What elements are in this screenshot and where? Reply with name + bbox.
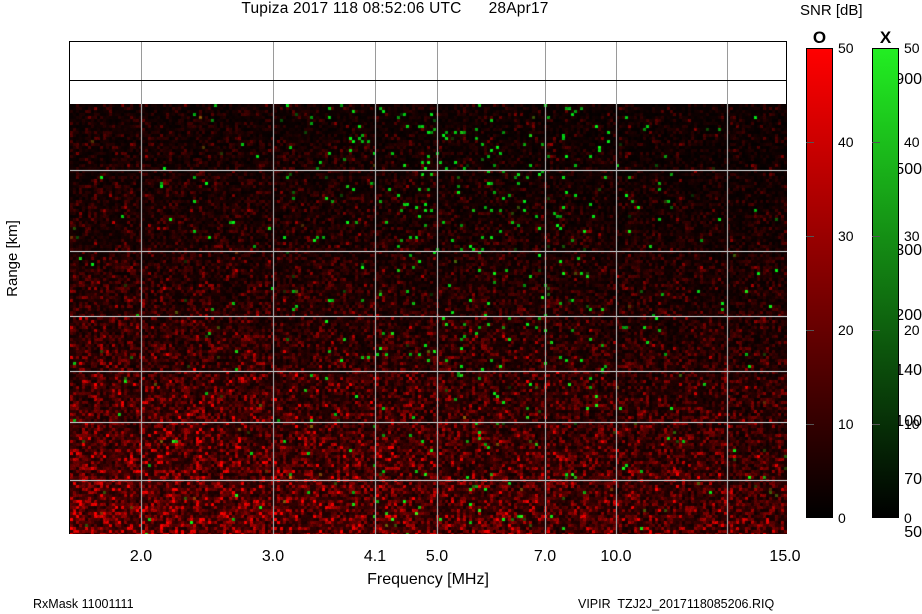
colorbar-x-tick-0: 0 — [904, 510, 912, 526]
colorbar-o-label: O — [812, 28, 827, 47]
colorbar-x-tick-20: 20 — [904, 322, 920, 338]
colorbar-o-dash — [806, 424, 814, 425]
colorbar-o-tick-10: 10 — [838, 416, 854, 432]
ytick-50: 50 — [904, 524, 922, 541]
gridline-horizontal — [70, 480, 787, 481]
rxmask-text: RxMask 11001111 — [33, 597, 134, 611]
colorbar-x-dash — [872, 424, 880, 425]
ytick-100: 100 — [895, 413, 922, 430]
colorbar-x-dash — [872, 142, 880, 143]
ytick-500: 500 — [895, 161, 922, 178]
colorbar-x-label: X — [879, 28, 892, 47]
colorbar-o-tick-20: 20 — [838, 322, 854, 338]
xtick-4.1: 4.1 — [363, 548, 387, 565]
gridline-horizontal — [70, 251, 787, 252]
gridline-vertical — [375, 42, 376, 534]
gridline-horizontal — [70, 371, 787, 372]
xtick-2.0: 2.0 — [129, 548, 153, 565]
colorbar-o-tick-40: 40 — [838, 134, 854, 150]
colorbar-x-tick-10: 10 — [904, 416, 920, 432]
colorbar-x-dash — [872, 236, 880, 237]
colorbar-title: SNR [dB] — [800, 2, 863, 19]
xtick-5.0: 5.0 — [425, 548, 449, 565]
file-info-text: VIPIR TZJ2J_2017118085206.RIQ — [578, 597, 775, 611]
page-title: Tupiza 2017 118 08:52:06 UTC 28Apr17 — [241, 0, 549, 17]
ytick-300: 300 — [895, 242, 922, 259]
colorbar-x-tick-30: 30 — [904, 228, 920, 244]
colorbar-o-dash — [806, 330, 814, 331]
colorbar-x-tick-40: 40 — [904, 134, 920, 150]
colorbar-x-tick-50: 50 — [904, 40, 920, 56]
ionogram-raster — [70, 104, 787, 534]
gridline-horizontal — [70, 316, 787, 317]
colorbar-o-tick-30: 30 — [838, 228, 854, 244]
xtick-15.0: 15.0 — [769, 548, 801, 565]
colorbar-o-tick-0: 0 — [838, 510, 846, 526]
colorbar-o-dash — [806, 142, 814, 143]
colorbar-x-dash — [872, 330, 880, 331]
y-axis-label: Range [km] — [3, 220, 21, 297]
xtick-10.0: 10.0 — [600, 548, 632, 565]
xtick-3.0: 3.0 — [261, 548, 285, 565]
gridline-vertical — [616, 42, 617, 534]
ytick-200: 200 — [895, 307, 922, 324]
colorbar-o-mode — [806, 48, 833, 518]
gridline-vertical — [727, 42, 728, 534]
x-axis-label: Frequency [MHz] — [367, 571, 489, 588]
xtick-7.0: 7.0 — [533, 548, 557, 565]
colorbar-o-tick-50: 50 — [838, 40, 854, 56]
ytick-900: 900 — [895, 71, 922, 88]
gridline-vertical — [273, 42, 274, 534]
gridline-vertical — [545, 42, 546, 534]
colorbar-o-dash — [806, 236, 814, 237]
ytick-70: 70 — [904, 471, 922, 488]
gridline-vertical — [141, 42, 142, 534]
gridline-horizontal — [70, 80, 787, 81]
gridline-vertical — [437, 42, 438, 534]
ytick-140: 140 — [895, 362, 922, 379]
gridline-horizontal — [70, 170, 787, 171]
colorbar-x-mode — [872, 48, 899, 518]
gridline-horizontal — [70, 422, 787, 423]
